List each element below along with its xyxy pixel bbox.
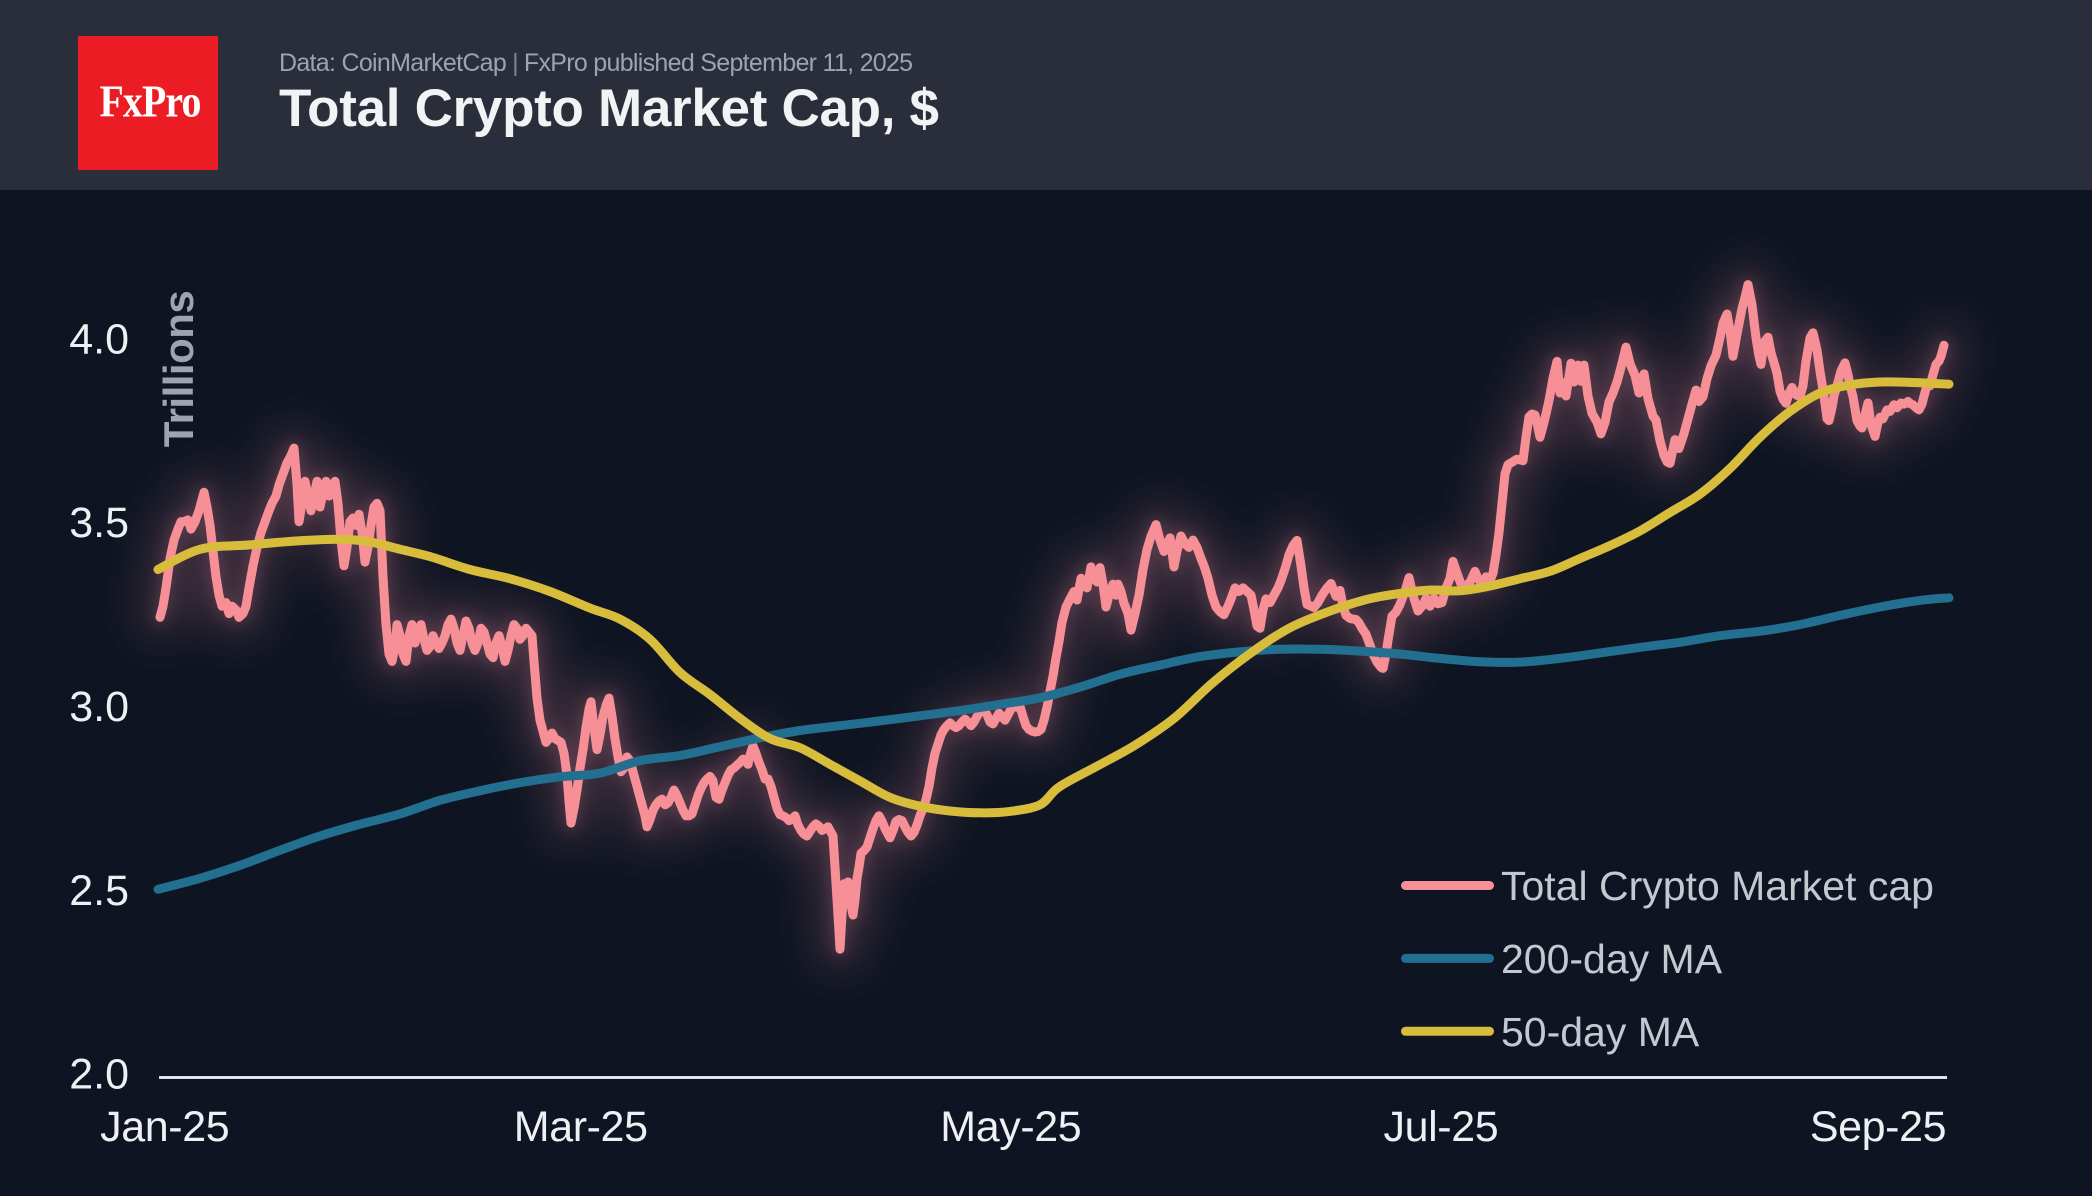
svg-text:2.0: 2.0 — [69, 1051, 129, 1099]
svg-text:2.5: 2.5 — [69, 867, 129, 915]
svg-text:Jan-25: Jan-25 — [100, 1103, 229, 1151]
svg-text:May-25: May-25 — [940, 1103, 1081, 1151]
svg-text:3.5: 3.5 — [69, 499, 129, 547]
svg-text:Trillions: Trillions — [155, 291, 202, 448]
svg-text:50-day MA: 50-day MA — [1501, 1009, 1700, 1055]
svg-text:Sep-25: Sep-25 — [1810, 1103, 1946, 1151]
svg-text:3.0: 3.0 — [69, 683, 129, 731]
svg-text:Mar-25: Mar-25 — [514, 1103, 648, 1151]
svg-text:Jul-25: Jul-25 — [1384, 1103, 1499, 1151]
svg-text:200-day MA: 200-day MA — [1501, 936, 1723, 982]
svg-text:Total Crypto Market cap: Total Crypto Market cap — [1501, 863, 1934, 909]
svg-text:4.0: 4.0 — [69, 315, 129, 363]
